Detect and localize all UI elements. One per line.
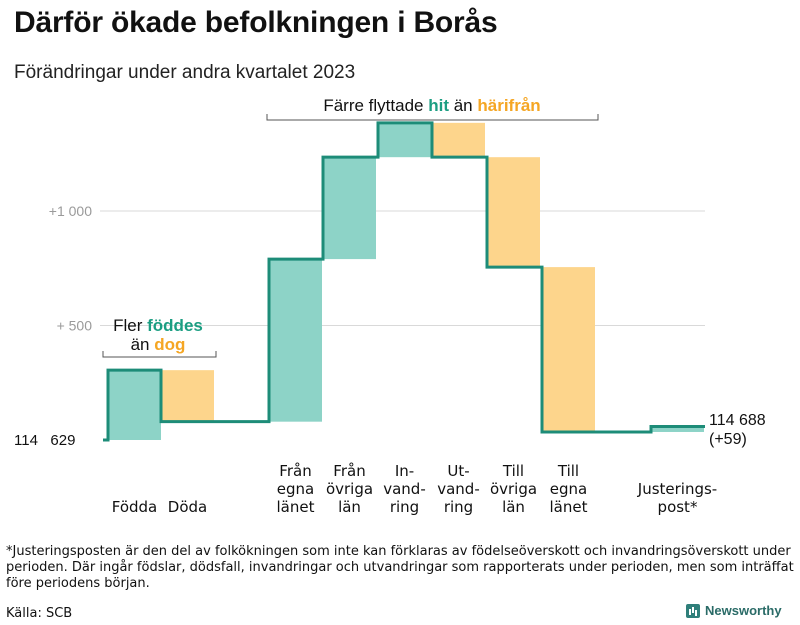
category-label-5: In-vand-ring — [383, 462, 426, 516]
bar-3 — [269, 259, 322, 422]
annotation-migration-teal: hit — [428, 96, 449, 115]
grid-layer: + 500 +1 000 — [49, 203, 705, 334]
category-label-8: Till egna länet — [550, 462, 588, 516]
annotation-migration-pre: Färre flyttade — [323, 96, 428, 115]
brand-logo[interactable]: Newsworthy — [686, 603, 782, 618]
end-change-label: (+59) — [709, 431, 747, 448]
start-value-label: 114 629 — [14, 432, 75, 449]
bar-2 — [161, 370, 214, 422]
newsworthy-logo-icon — [686, 603, 700, 618]
annotation-migration-mid: än — [449, 96, 477, 115]
footnote: *Justeringsposten är den del av folkökni… — [6, 544, 794, 591]
category-label-2: Döda — [168, 498, 207, 516]
annotation-migration: Färre flyttade hit än härifrån — [266, 96, 599, 121]
source-label: Källa: SCB — [6, 606, 73, 621]
annotation-births-bracket — [102, 351, 217, 358]
bar-9 — [651, 426, 704, 432]
annotation-births-teal: föddes — [147, 316, 203, 335]
bar-5 — [378, 122, 431, 158]
step-line-layer — [103, 121, 705, 442]
category-label-7: Till övriga län — [490, 462, 537, 516]
bar-1 — [108, 370, 161, 440]
bar-layer — [108, 122, 704, 440]
bar-7 — [487, 157, 540, 268]
bar-6 — [432, 122, 485, 158]
label-layer: Födda Döda Från egna länet Från övriga länIn-va… — [112, 462, 717, 516]
brand-name: Newsworthy — [705, 603, 782, 618]
annotation-deaths-pre: än — [131, 335, 155, 354]
svg-text:Färre flyttade hit än härifrån: Färre flyttade hit än härifrån — [323, 96, 540, 115]
svg-text:än dog: än dog — [131, 335, 186, 354]
category-label-9: Justerings-post* — [637, 480, 717, 516]
chart-subtitle: Förändringar under andra kvartalet 2023 — [14, 62, 356, 83]
annotation-births-pre: Fler — [113, 316, 147, 335]
step-line — [103, 121, 705, 442]
bar-4 — [323, 157, 376, 260]
annotation-births-deaths: Fler föddes än dog — [102, 316, 217, 358]
svg-text:Fler föddes: Fler föddes — [113, 316, 203, 335]
waterfall-chart: + 500 +1 000 Födda Döda Från egna länet Från öv… — [14, 96, 766, 516]
category-label-3: Från egna länet — [277, 462, 315, 516]
y-tick-label-1000: +1 000 — [49, 203, 92, 219]
end-value-label: 114 688 — [709, 412, 766, 429]
annotation-migration-orange: härifrån — [477, 96, 540, 115]
category-label-6: Ut-vand-ring — [437, 462, 480, 516]
bar-8 — [542, 267, 595, 432]
category-label-4: Från övriga län — [326, 462, 373, 516]
y-tick-label-500: + 500 — [57, 318, 93, 334]
category-label-1: Födda — [112, 498, 158, 516]
chart-title: Därför ökade befolkningen i Borås — [14, 6, 498, 39]
annotation-deaths-orange: dog — [154, 335, 185, 354]
annotation-migration-bracket — [266, 114, 599, 121]
